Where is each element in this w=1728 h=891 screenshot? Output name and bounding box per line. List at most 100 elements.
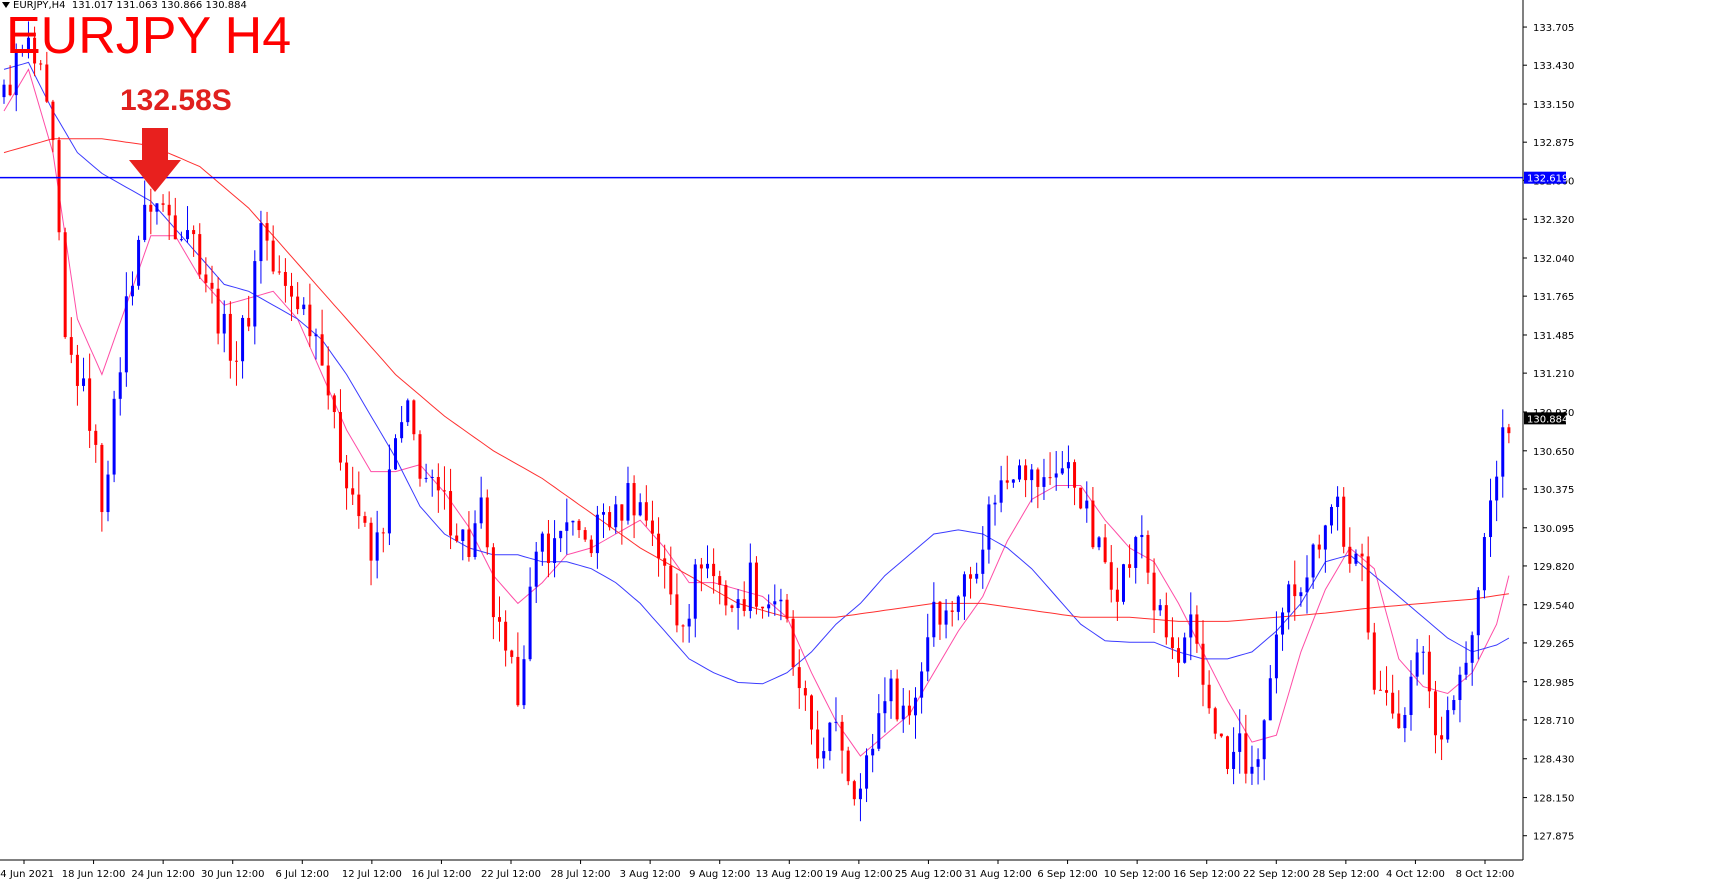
chevron-down-icon[interactable]: [2, 2, 10, 8]
candle-body: [1348, 546, 1352, 564]
price-tick-label: 128.985: [1533, 678, 1574, 689]
time-axis[interactable]: 14 Jun 2021 18 Jun 12:00 24 Jun 12:00 30 Ju…: [0, 860, 1514, 880]
candle-body: [1391, 692, 1395, 714]
candle-body: [626, 483, 630, 521]
candle-body: [1207, 684, 1211, 709]
level-price-tag-label: 132.619: [1527, 174, 1568, 185]
candle-body: [644, 502, 648, 521]
candle-body: [1048, 477, 1052, 479]
candle-body: [1409, 676, 1413, 715]
candle-body: [858, 788, 862, 800]
price-tick-label: 128.430: [1533, 755, 1574, 766]
time-tick-label: 31 Aug 12:00: [964, 869, 1031, 880]
price-tick-label: 129.265: [1533, 639, 1574, 650]
candle-body: [253, 261, 257, 327]
candle-body: [33, 37, 37, 64]
candle-body: [320, 334, 324, 366]
candle-body: [999, 480, 1003, 503]
candle-body: [1495, 476, 1499, 501]
candle-body: [1433, 691, 1437, 736]
candle-body: [51, 101, 55, 141]
time-tick-label: 16 Sep 12:00: [1173, 869, 1240, 880]
candle-body: [69, 337, 73, 355]
candle-body: [167, 204, 171, 216]
candle-body: [1323, 525, 1327, 550]
candle-body: [1305, 577, 1309, 593]
candle-body: [1268, 678, 1272, 721]
price-axis[interactable]: 133.705133.430133.150132.875132.600132.3…: [1523, 23, 1574, 843]
candle-body: [1287, 584, 1291, 613]
candle-body: [571, 520, 575, 523]
candle-body: [1342, 496, 1346, 547]
candle-body: [449, 491, 453, 536]
candle-body: [779, 599, 783, 602]
time-tick-label: 3 Aug 12:00: [620, 869, 681, 880]
candle-body: [956, 596, 960, 612]
candle-body: [1427, 651, 1431, 692]
candle-body: [216, 288, 220, 334]
candle-body: [809, 695, 813, 730]
candle-body: [442, 490, 446, 492]
candle-body: [632, 483, 636, 516]
candle-body: [1274, 634, 1278, 679]
candle-body: [834, 721, 838, 723]
price-tick-label: 133.430: [1533, 61, 1574, 72]
price-tick-label: 131.210: [1533, 369, 1574, 380]
candle-body: [730, 605, 734, 609]
candle-body: [785, 599, 789, 619]
candle-body: [400, 422, 404, 439]
candle-body: [822, 751, 826, 759]
candle-body: [871, 748, 875, 756]
candle-body: [767, 604, 771, 609]
candle-body: [1244, 733, 1248, 774]
candle-body: [1482, 537, 1486, 591]
candle-body: [1225, 736, 1229, 769]
candle-body: [1079, 487, 1083, 509]
candle-body: [1066, 462, 1070, 469]
candle-body: [1507, 427, 1511, 434]
candle-body: [981, 549, 985, 574]
candle-body: [510, 650, 514, 657]
candle-body: [436, 476, 440, 491]
candle-body: [987, 504, 991, 550]
candle-body: [816, 729, 820, 759]
candle-body: [112, 398, 116, 475]
candle-body: [1476, 590, 1480, 636]
time-tick-label: 24 Jun 12:00: [131, 869, 195, 880]
candle-body: [589, 539, 593, 554]
price-tick-label: 131.485: [1533, 331, 1574, 342]
candle-body: [773, 601, 777, 605]
candle-body: [681, 625, 685, 627]
candle-body: [724, 584, 728, 606]
candle-body: [1378, 689, 1382, 691]
time-tick-label: 22 Jul 12:00: [481, 869, 541, 880]
time-tick-label: 9 Aug 12:00: [689, 869, 750, 880]
candle-body: [1354, 553, 1358, 564]
candle-body: [1030, 469, 1034, 481]
candle-body: [179, 239, 183, 241]
candle-body: [1397, 713, 1401, 729]
candle-body: [663, 558, 667, 566]
candle-body: [883, 701, 887, 714]
time-tick-label: 30 Jun 12:00: [201, 869, 265, 880]
candle-body: [332, 395, 336, 413]
candle-body: [877, 713, 881, 749]
candle-body: [88, 378, 92, 431]
candle-body: [1036, 469, 1040, 487]
candle-body: [149, 204, 153, 212]
candle-body: [1164, 605, 1168, 638]
candle-body: [565, 522, 569, 531]
time-tick-label: 14 Jun 2021: [0, 869, 54, 880]
plot-frame: [0, 0, 1524, 861]
candle-body: [1005, 480, 1009, 483]
candle-body: [1170, 637, 1174, 649]
candle-body: [791, 618, 795, 668]
candle-body: [657, 533, 661, 559]
candle-body: [222, 313, 226, 334]
candle-body: [742, 599, 746, 611]
time-tick-label: 10 Sep 12:00: [1104, 869, 1171, 880]
candle-body: [406, 400, 410, 423]
candle-body: [210, 282, 214, 289]
candle-body: [650, 520, 654, 534]
